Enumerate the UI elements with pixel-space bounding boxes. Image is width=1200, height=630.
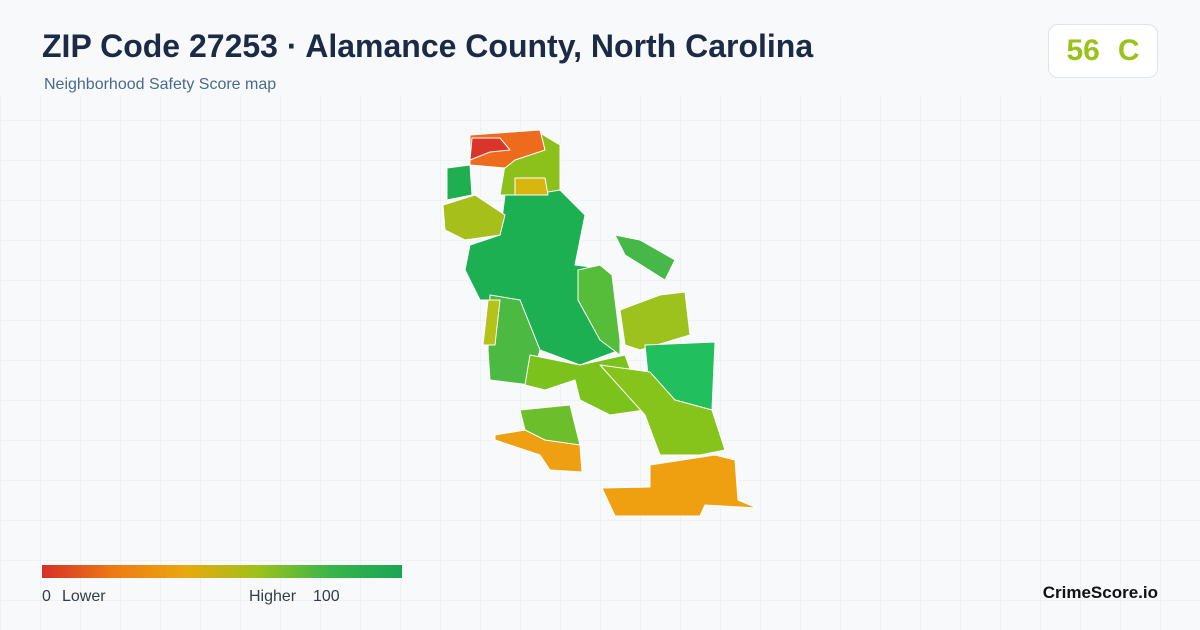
score-grade: C <box>1117 34 1140 67</box>
legend-min: 0 <box>42 588 51 605</box>
legend-max-label: Higher <box>249 588 297 605</box>
title: ZIP Code 27253 · Alamance County, North … <box>42 28 814 64</box>
score-badge: 56 C <box>1048 24 1158 78</box>
legend-max: 100 <box>313 588 340 605</box>
subtitle: Neighborhood Safety Score map <box>44 76 277 93</box>
legend-min-label: Lower <box>62 588 106 605</box>
legend-gradient <box>42 565 402 578</box>
brand: CrimeScore.io <box>1042 583 1158 602</box>
score-value: 56 <box>1066 34 1100 67</box>
